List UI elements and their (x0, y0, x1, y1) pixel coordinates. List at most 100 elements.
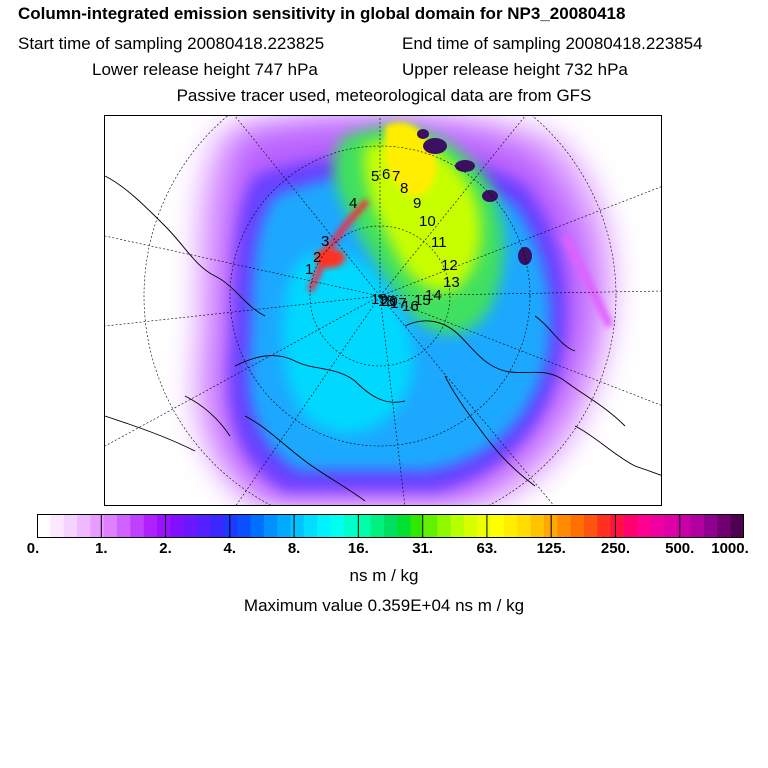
colorbar-cell (730, 514, 744, 538)
colorbar-cell (130, 514, 145, 538)
colorbar-tick-label: 1. (95, 540, 108, 557)
colorbar-cell (317, 514, 332, 538)
colorbar-cell (450, 514, 465, 538)
colorbar-tick-label: 8. (287, 540, 301, 557)
colorbar-cell (383, 514, 398, 538)
colorbar-cell (103, 514, 118, 538)
colorbar-cell (343, 514, 358, 538)
colorbar-tick-label: 16. (347, 540, 369, 557)
sensitivity-field (192, 116, 615, 505)
colorbar-cell (423, 514, 438, 538)
trajectory-label: 18 (378, 293, 395, 310)
trajectory-label: 12 (441, 257, 458, 274)
colorbar-cell (143, 514, 158, 538)
colorbar-cell (597, 514, 612, 538)
colorbar-cell (717, 514, 732, 538)
tracer-note: Passive tracer used, meteorological data… (176, 86, 592, 105)
trajectory-label: 15 (414, 292, 431, 309)
colorbar-cell (290, 514, 305, 538)
colorbar-cell (463, 514, 478, 538)
colorbar-cell (477, 514, 492, 538)
trajectory-label: 17 (390, 295, 407, 312)
colorbar-cell (663, 514, 678, 538)
trajectory-label-group: 5 6 7 8 9 10 11 12 13 14 15 16 17 18 19 … (305, 166, 460, 315)
trajectory-label: 20 (381, 293, 398, 310)
colorbar-cell (690, 514, 705, 538)
colorbar-tick-label: 4. (223, 540, 237, 557)
trajectory-label: 8 (400, 180, 408, 197)
colorbar-cell (397, 514, 412, 538)
trajectory-label: 11 (431, 234, 447, 251)
colorbar-cell (277, 514, 292, 538)
colorbar-cell (77, 514, 91, 538)
trajectory-label: 16 (402, 298, 419, 315)
colorbar-cell (330, 514, 345, 538)
lower-release-height-label: Lower release height 747 hPa (92, 60, 318, 79)
colorbar-tick-label: 500. (665, 540, 695, 557)
colorbar-cell (63, 514, 78, 538)
colorbar-cell (490, 514, 505, 538)
colorbar-cell (503, 514, 518, 538)
colorbar-tick-label: 250. (600, 540, 631, 557)
colorbar-frame (37, 514, 744, 538)
end-time-label: End time of sampling 20080418.223854 (402, 34, 703, 53)
trajectory-label: 13 (443, 274, 460, 291)
colorbar-cell (410, 514, 425, 538)
colorbar-cell (650, 514, 665, 538)
trajectory-label: 2 (313, 249, 321, 266)
colorbar-cells (37, 514, 744, 538)
trajectory-label: 10 (419, 213, 436, 230)
colorbar-cell (437, 514, 452, 538)
upper-release-height-label: Upper release height 732 hPa (402, 60, 628, 79)
colorbar-cell (610, 514, 625, 538)
colorbar-cell (570, 514, 585, 538)
colorbar-cell (237, 514, 252, 538)
colorbar-tick-label: 125. (536, 540, 566, 557)
maximum-value-label: Maximum value 0.359E+04 ns m / kg (243, 596, 525, 615)
colorbar-tick-label: 63. (476, 540, 498, 557)
colorbar-tick-label: 2. (159, 540, 172, 557)
colorbar-cell (183, 514, 198, 538)
colorbar-cell (117, 514, 131, 538)
colorbar-tick-label: 31. (412, 540, 434, 557)
colorbar-cell (303, 514, 318, 538)
colorbar-cell (583, 514, 598, 538)
sensitivity-map: 5 6 7 8 9 10 11 12 13 14 15 16 17 18 19 … (104, 115, 662, 506)
colorbar-cell (223, 514, 238, 538)
colorbar-cell (50, 514, 65, 538)
colorbar-cell (197, 514, 212, 538)
colorbar-cell (157, 514, 171, 538)
plot-title: Column-integrated emission sensitivity i… (18, 4, 626, 23)
colorbar-cell (623, 514, 638, 538)
colorbar-tick-label: 0. (26, 540, 40, 557)
coastlines (105, 175, 661, 502)
colorbar (37, 514, 744, 538)
colorbar-cell (357, 514, 372, 538)
start-time-label: Start time of sampling 20080418.223825 (18, 34, 325, 53)
trajectory-label: 3 (321, 233, 329, 250)
trajectory-label: 19 (371, 291, 388, 308)
trajectory-label: 9 (413, 195, 421, 212)
trajectory-label: 6 (382, 166, 390, 183)
colorbar-cell (557, 514, 572, 538)
trajectory-label: 5 (371, 168, 379, 185)
trajectory-label: 1 (305, 261, 313, 278)
trajectory-label: 14 (425, 287, 442, 304)
colorbar-cell (250, 514, 265, 538)
trajectory-label: 7 (392, 168, 400, 185)
colorbar-cell (90, 514, 105, 538)
colorbar-cell (517, 514, 532, 538)
colorbar-cell (210, 514, 225, 538)
colorbar-cell (37, 514, 51, 538)
colorbar-cell (530, 514, 545, 538)
trajectory-label: 4 (349, 195, 357, 212)
colorbar-cell (370, 514, 385, 538)
colorbar-tick-label: 1000. (711, 540, 749, 557)
colorbar-ticks (100, 514, 681, 538)
colorbar-cell (263, 514, 278, 538)
colorbar-cell (637, 514, 652, 538)
latitude-longitude-grid (105, 116, 661, 505)
colorbar-cell (170, 514, 185, 538)
colorbar-cell (703, 514, 718, 538)
colorbar-cell (677, 514, 692, 538)
